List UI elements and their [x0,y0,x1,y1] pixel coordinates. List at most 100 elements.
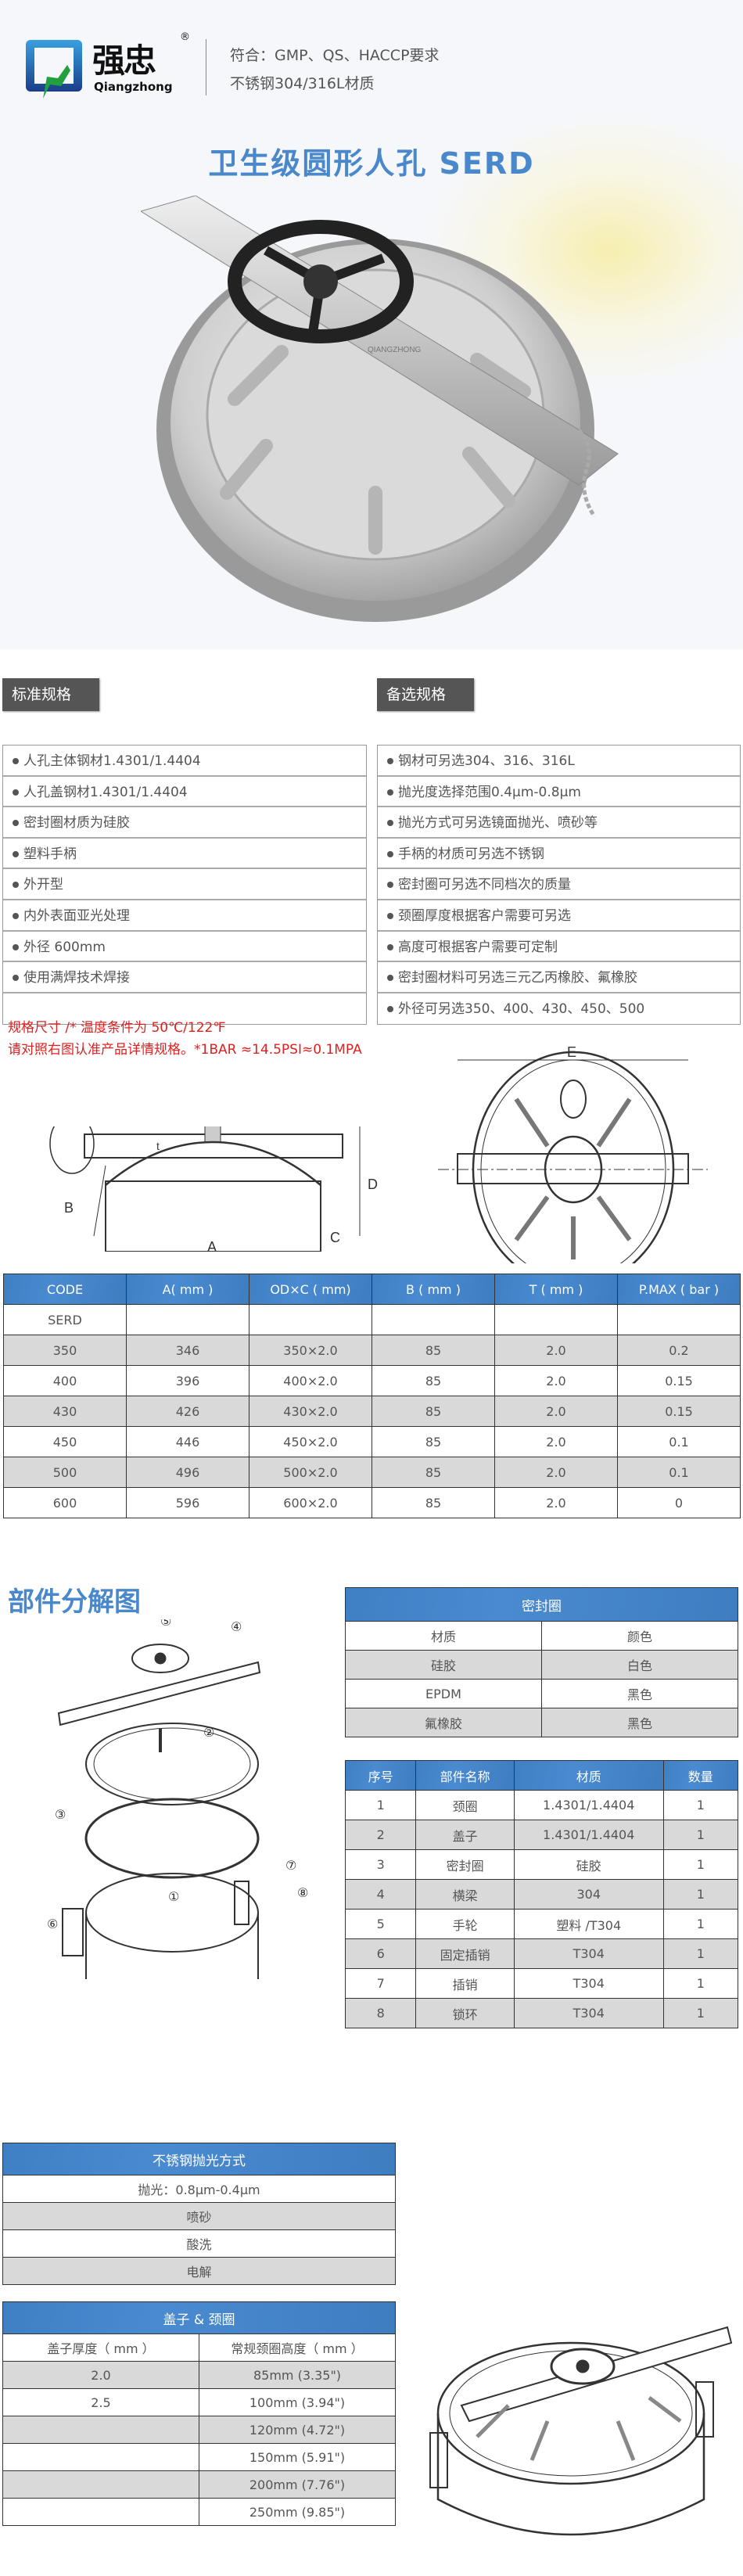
table-cell: 抛光：0.8μm-0.4μm [2,2175,396,2203]
spec-item-text: 密封圈可另选不同档次的质量 [398,877,571,893]
table-cell: 304 [513,1879,664,1910]
table-row: 250mm (9.85") [2,2498,396,2526]
table-cell [2,2443,199,2471]
table-cell: 2.0 [494,1335,618,1366]
table-cell: 黑色 [541,1679,738,1708]
spec-item: 抛光方式可另选镜面抛光、喷砂等 [378,807,740,839]
table-cell [494,1304,618,1335]
table-row: 120mm (4.72") [2,2416,396,2444]
table-cell: 396 [126,1365,249,1396]
column-header: 材质 [345,1621,542,1651]
table-cell: EPDM [345,1679,542,1708]
bullet-icon [387,882,393,889]
spec-item: 内外表面亚光处理 [3,900,366,932]
spec-item: 外开型 [3,869,366,900]
exploded-view-drawing: ① ② ③ ④ ⑤ ⑥ ⑦⑧ [47,1619,308,1979]
table-row: 4 横梁 304 1 [344,1879,739,1910]
table-cell: 氟橡胶 [345,1708,542,1737]
spec-item-text: 外开型 [23,877,63,893]
table-cell: 2.0 [494,1365,618,1396]
label-t: t [156,1140,160,1152]
table-cell: 2.0 [2,2361,199,2389]
table-row: 电解 [2,2257,396,2285]
table-row: 喷砂 [2,2202,396,2230]
table-cell: 6 [344,1938,417,1969]
table-cell: 85 [372,1457,495,1488]
table-title: 密封圈 [345,1587,738,1622]
spec-item: 抛光度选择范围0.4μm-0.8μm [378,776,740,808]
bullet-icon [13,975,19,982]
bullet-icon [387,943,393,950]
table-cell: 426 [126,1396,249,1427]
table-cell: SERD [3,1304,127,1335]
bullet-icon [387,850,393,857]
table-cell: 白色 [541,1650,738,1680]
table-cell: 硅胶 [513,1849,664,1880]
callout-1: ① [168,1889,179,1904]
table-row: 430 426 430×2.0 85 2.0 0.15 [3,1396,741,1427]
table-cell: 1.4301/1.4404 [513,1820,664,1850]
column-header: 盖子厚度（ mm ） [2,2333,199,2362]
table-row: 3 密封圈 硅胶 1 [344,1849,739,1880]
table-cell: 450×2.0 [249,1426,372,1457]
header-row: 盖子厚度（ mm ）常规颈圈高度（ mm ） [2,2333,396,2362]
table-row: SERD [3,1304,741,1335]
column-header: OD×C ( mm) [249,1274,372,1305]
label-b: B [64,1200,74,1216]
product-photo: QIANGZHONG [141,196,619,622]
table-cell: 8 [344,1998,417,2028]
spec-item: 颈圈厚度根据客户需要可另选 [378,900,740,932]
table-cell: 0.1 [617,1457,741,1488]
parts-table: 序号 部件名称 材质 数量 1 颈圈 1.4301/1.4404 1 2 盖子 1.4301/1.4… [344,1760,739,2028]
spec-item: 人孔盖钢材1.4301/1.4404 [3,776,366,808]
callout-5: ⑤ [160,1619,171,1629]
header-row: CODE A( mm ) OD×C ( mm) B ( mm ) T ( mm ) P.M… [3,1274,741,1305]
table-cell: 喷砂 [2,2202,396,2230]
table-cell: 85 [372,1396,495,1427]
table-cell: 600 [3,1487,127,1518]
label-a: A [207,1239,217,1252]
spec-item: 外径可另选350、400、430、450、500 [378,993,740,1025]
column-header: 常规颈圈高度（ mm ） [199,2333,396,2362]
table-cell: 120mm (4.72") [199,2416,396,2444]
spec-item-text: 密封圈材质为硅胶 [23,815,130,832]
table-row: 600 596 600×2.0 85 2.0 0 [3,1487,741,1518]
table-row: 6 固定插销 T304 1 [344,1938,739,1969]
table-row: 2 盖子 1.4301/1.4404 1 [344,1820,739,1850]
spec-item: 密封圈可另选不同档次的质量 [378,869,740,900]
page-title: 卫生级圆形人孔 SERD [208,146,535,181]
brand-cn: 强忠 [92,41,156,80]
column-header: 序号 [344,1760,417,1791]
table-cell: 1 [662,1968,739,1999]
standard-spec-list: 人孔主体钢材1.4301/1.4404 人孔盖钢材1.4301/1.4404 密封圈… [2,745,367,1026]
table-row: 200mm (7.76") [2,2470,396,2499]
bullet-icon [13,758,19,764]
bullet-icon [387,789,393,796]
callout-2: ② [203,1725,214,1740]
table-row: 8 锁环 T304 1 [344,1998,739,2028]
spec-item-text: 颈圈厚度根据客户需要可另选 [398,907,571,924]
dimension-table: CODE A( mm ) OD×C ( mm) B ( mm ) T ( mm ) P.M… [3,1274,741,1518]
table-cell: 颈圈 [415,1790,515,1820]
bullet-icon [13,943,19,950]
table-row: 酸洗 [2,2229,396,2258]
callout-7: ⑦ [285,1858,296,1873]
table-cell: 手轮 [415,1909,515,1939]
table-cell: 0.15 [617,1365,741,1396]
spec-item-text: 抛光度选择范围0.4μm-0.8μm [398,784,581,800]
table-cell: 2.5 [2,2388,199,2416]
table-cell: 2 [344,1820,417,1850]
table-cell: 1 [662,1790,739,1820]
table-row: 2.5 100mm (3.94") [2,2388,396,2416]
spec-item: 人孔主体钢材1.4301/1.4404 [3,745,366,777]
spec-item-text: 使用满焊技术焊接 [23,970,130,986]
bullet-icon [387,975,393,982]
seal-table: 密封圈 材质 颜色 硅胶 白色 EPDM 黑色 氟橡胶 黑色 [345,1587,738,1737]
table-cell: 1.4301/1.4404 [513,1790,664,1820]
table-cell: 塑料 /T304 [513,1909,664,1939]
bullet-icon [13,912,19,919]
column-header: 部件名称 [415,1760,515,1791]
table-row: 400 396 400×2.0 85 2.0 0.15 [3,1365,741,1396]
table-title: 不锈钢抛光方式 [2,2143,396,2175]
note-line-2: 请对照右图认准产品详情规格。*1BAR ≈14.5PSI≈0.1MPA [8,1042,362,1058]
